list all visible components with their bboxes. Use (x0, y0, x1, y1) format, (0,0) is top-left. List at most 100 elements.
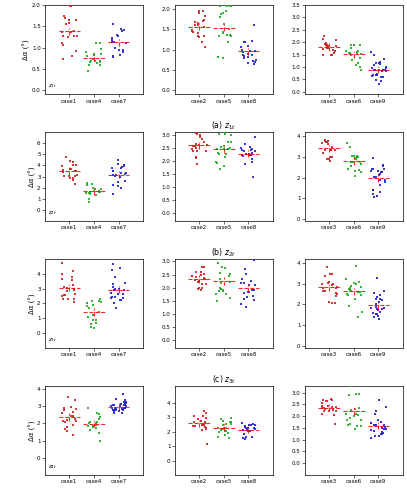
Point (59, 270, 65, 278)
Point (196, 278, 202, 285)
Point (193, 273, 199, 281)
Point (218, 280, 224, 287)
Point (319, 410, 325, 418)
Point (193, 140, 199, 148)
Point (327, 154, 334, 162)
Point (329, 270, 335, 278)
Point (203, 147, 209, 155)
Point (202, 424, 209, 432)
Point (325, 136, 331, 144)
Point (344, 290, 350, 298)
Point (192, 422, 199, 430)
Point (121, 162, 127, 170)
Point (202, 418, 208, 426)
Point (84, 300, 90, 308)
Point (240, 426, 246, 434)
Point (63, 154, 70, 162)
Point (200, 274, 207, 282)
Point (213, 290, 220, 298)
Point (245, 42, 251, 50)
Point (113, 304, 119, 312)
Point (88, 322, 94, 330)
Point (195, 28, 201, 36)
Point (350, 412, 357, 420)
Point (246, 152, 253, 160)
Point (356, 166, 363, 174)
Point (194, 146, 200, 154)
Point (115, 32, 121, 40)
Point (243, 150, 249, 158)
Point (189, 142, 196, 150)
Point (333, 406, 339, 414)
Point (228, 130, 234, 138)
Point (238, 43, 245, 51)
Point (190, 146, 197, 154)
Point (241, 160, 248, 168)
Point (323, 44, 330, 52)
Point (348, 382, 355, 390)
Point (352, 166, 359, 174)
Point (63, 424, 70, 432)
Point (321, 404, 328, 412)
Point (329, 152, 335, 160)
Point (63, 20, 70, 28)
Point (195, 415, 201, 423)
Point (370, 186, 376, 194)
Point (218, 414, 224, 422)
Point (110, 53, 116, 61)
Point (92, 184, 98, 192)
Point (325, 279, 331, 287)
Point (367, 419, 374, 427)
Point (120, 405, 126, 413)
Point (114, 160, 121, 168)
Point (110, 408, 117, 416)
Point (345, 285, 352, 293)
Point (87, 418, 94, 426)
Point (319, 140, 325, 147)
Point (220, 9, 226, 17)
Point (333, 284, 339, 292)
Point (59, 168, 66, 176)
Point (215, 256, 221, 264)
Point (111, 284, 118, 292)
Point (73, 172, 80, 179)
Point (58, 409, 65, 417)
Point (347, 284, 354, 292)
Point (71, 32, 77, 40)
Point (240, 48, 246, 56)
Point (238, 278, 245, 286)
Point (123, 39, 129, 47)
Point (193, 268, 199, 276)
Point (110, 52, 116, 60)
Point (373, 421, 380, 429)
Point (196, 33, 202, 41)
Point (320, 396, 326, 404)
Point (196, 284, 202, 292)
Point (346, 420, 353, 428)
Point (348, 282, 354, 290)
Point (199, 412, 206, 420)
Point (92, 58, 98, 66)
Point (93, 318, 99, 326)
Point (61, 404, 68, 411)
Point (59, 162, 65, 170)
Y-axis label: Δα (°): Δα (°) (28, 420, 36, 440)
Point (372, 410, 378, 418)
Point (319, 287, 326, 295)
Point (116, 406, 123, 414)
Point (247, 427, 254, 435)
Point (197, 133, 203, 141)
Point (347, 50, 354, 58)
Text: $z_{1t}$: $z_{1t}$ (48, 82, 57, 90)
Point (218, 143, 224, 151)
Point (376, 308, 383, 316)
Point (192, 276, 198, 284)
Point (59, 276, 66, 283)
Point (373, 310, 379, 318)
Point (376, 58, 383, 66)
Point (227, 270, 233, 278)
Point (380, 429, 387, 437)
Point (112, 406, 119, 414)
Point (325, 402, 332, 410)
Point (371, 172, 377, 180)
